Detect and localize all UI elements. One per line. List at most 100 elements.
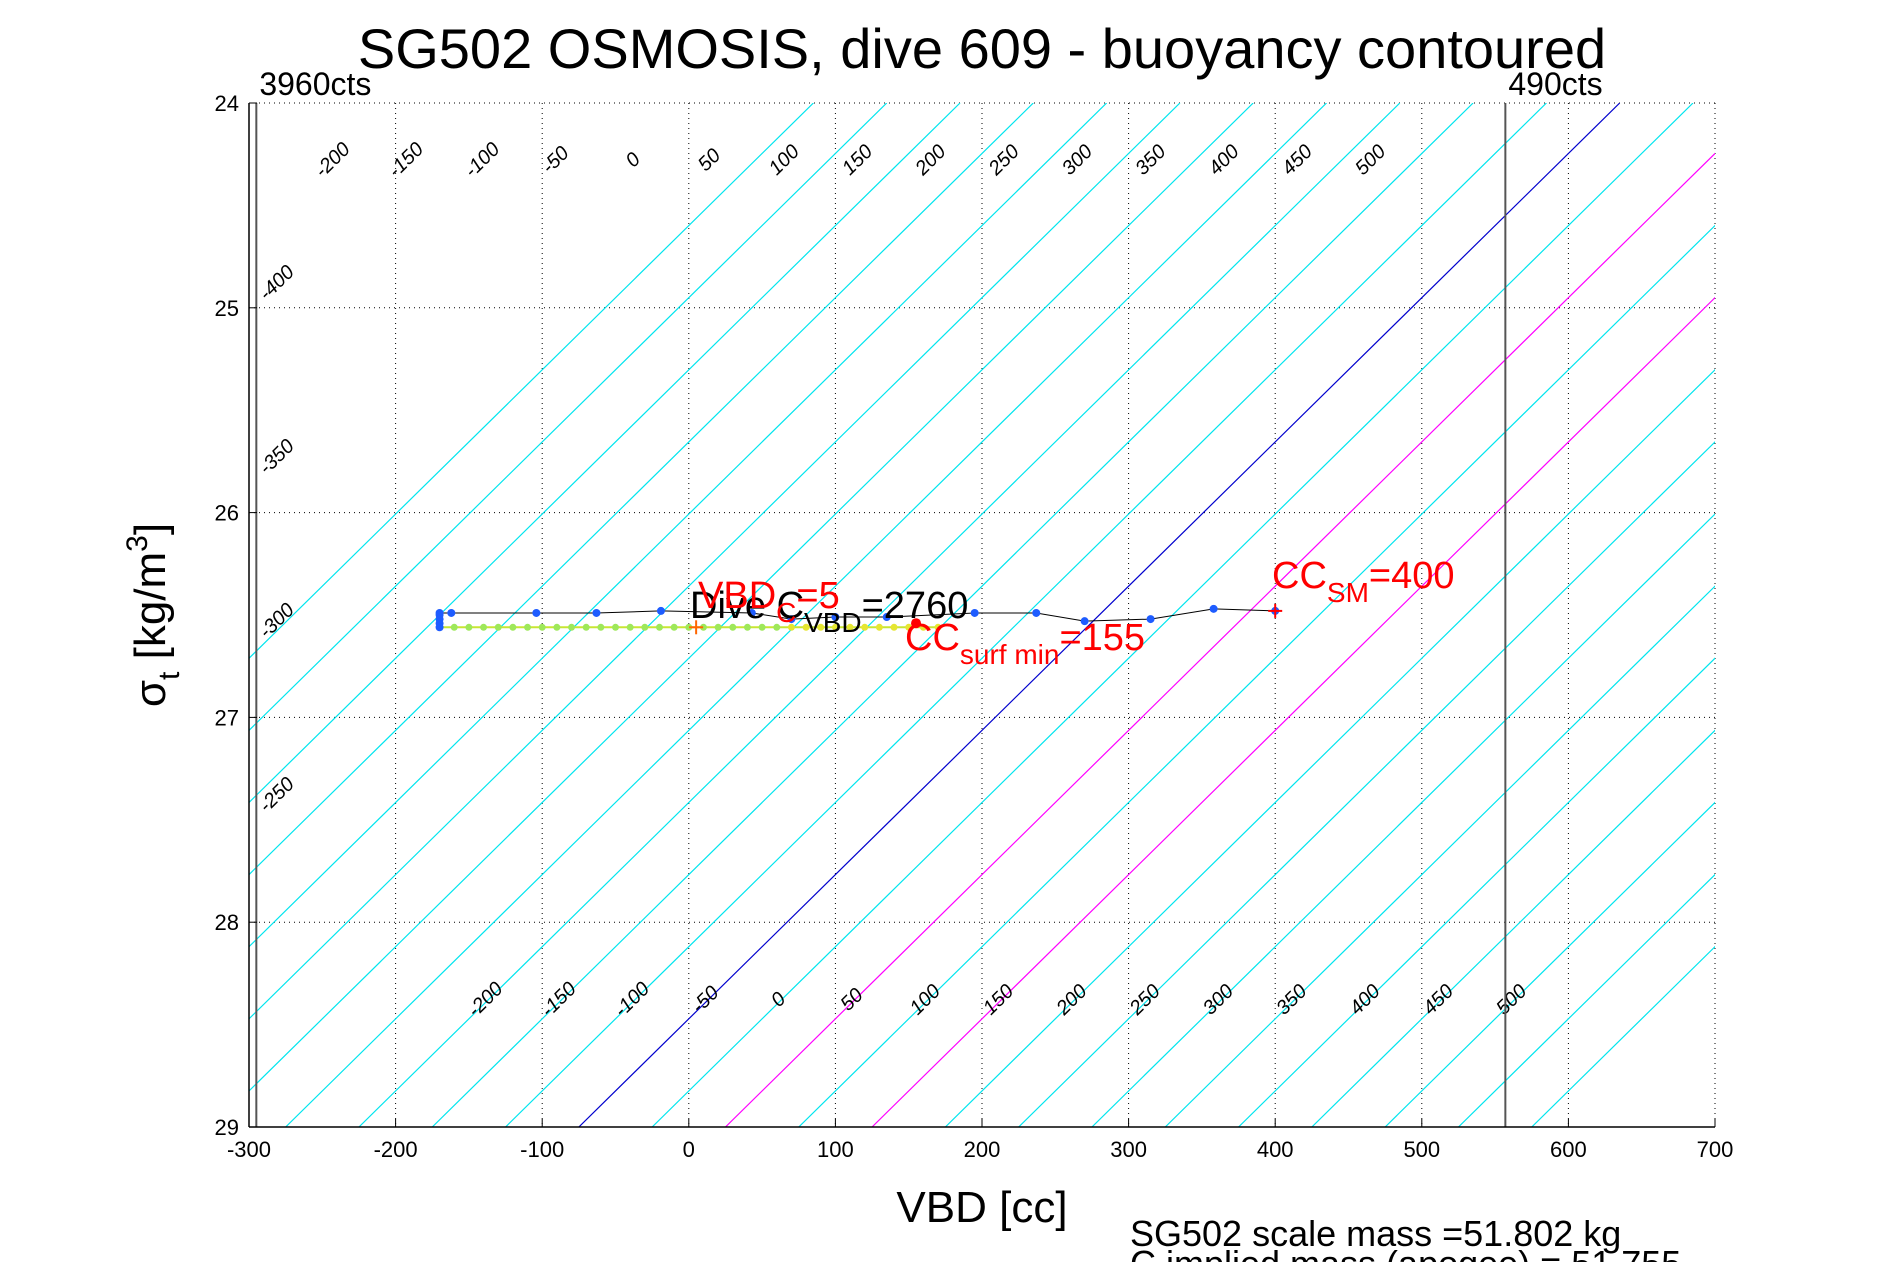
cc-surf-min-label-value: =155 [1059, 617, 1145, 659]
dive-c-vbd-label-value: =2760 [862, 585, 969, 627]
contour-line [651, 103, 1694, 1127]
contour-label: 0 [767, 988, 790, 1011]
climb-point [787, 623, 795, 631]
contour-label: 200 [1052, 980, 1092, 1020]
climb-point [817, 623, 825, 631]
contour-line [1091, 513, 1715, 1127]
dive-data [435, 603, 1283, 635]
contour-line [1311, 729, 1715, 1127]
contour-label: 300 [1058, 141, 1097, 180]
y-tick-label: 24 [215, 91, 239, 116]
cc-sm-label-sub: SM [1327, 577, 1369, 608]
climb-point [919, 623, 927, 631]
contour-label: 250 [1125, 980, 1165, 1020]
ylabel-end: ] [126, 523, 175, 535]
climb-point [729, 623, 737, 631]
x-tick-label: 300 [1110, 1137, 1147, 1162]
contour-label: -250 [255, 773, 299, 817]
footer-line-1: SG502 scale mass =51.802 kg [1130, 1213, 1621, 1254]
ylabel-rest: [kg/m [126, 552, 175, 672]
climb-point [758, 623, 766, 631]
vbd-c-label: VBDC=5 [698, 575, 840, 628]
x-tick-label: 500 [1403, 1137, 1440, 1162]
contour-label: -50 [687, 982, 723, 1018]
count-marker-label: 3960cts [259, 66, 371, 102]
contour-line [249, 103, 1254, 1092]
contour-label: 300 [1199, 980, 1238, 1019]
climb-point [494, 623, 502, 631]
dive-c-vbd-label-main: Dive C [690, 585, 804, 627]
contour-label: -150 [384, 138, 428, 182]
cc-sm-label-main: CC [1272, 555, 1327, 597]
ylabel-sub: t [153, 671, 186, 680]
contour-line [944, 368, 1715, 1127]
cc-surf-min-label-sub: surf min [960, 639, 1060, 670]
climb-point [509, 623, 517, 631]
contour-line [358, 103, 1401, 1127]
contour-label: 400 [1345, 980, 1384, 1019]
vbd-c-label-value: =5 [796, 575, 839, 617]
footer-text: SG502 scale mass =51.802 kg C implied ma… [1130, 1213, 1681, 1262]
contour-label: 100 [765, 141, 804, 180]
y-tick-label: 25 [215, 296, 239, 321]
contour-label: -350 [255, 435, 299, 479]
contour-line [578, 103, 1621, 1127]
contour-label: 500 [1492, 980, 1531, 1019]
contour-line [798, 224, 1715, 1127]
climb-point [655, 623, 663, 631]
x-tick-label: 700 [1697, 1137, 1734, 1162]
y-tick-label: 29 [215, 1115, 239, 1140]
svg-text:σt [kg/m3]: σt [kg/m3] [121, 523, 186, 707]
contour-line [1164, 585, 1715, 1127]
dive-point [592, 608, 601, 617]
contour-label: 350 [1131, 141, 1170, 180]
ylabel-main: σ [126, 680, 175, 707]
footer-line-2: C implied mass (apogee) = 51.755 [1130, 1243, 1681, 1262]
contour-line [1531, 945, 1715, 1127]
contour-label: 450 [1278, 141, 1317, 180]
x-tick-label: -200 [374, 1137, 418, 1162]
dive-point [656, 606, 665, 615]
climb-point [846, 623, 854, 631]
climb-point [597, 623, 605, 631]
buoyancy-contours [249, 103, 1715, 1127]
dive-c-vbd-label-sub: VBD [804, 607, 862, 638]
climb-point [714, 623, 722, 631]
contour-line [1384, 801, 1715, 1127]
contour-label: -50 [538, 142, 574, 178]
climb-point [934, 623, 942, 631]
x-tick-label: -300 [227, 1137, 271, 1162]
x-tick-label: 0 [683, 1137, 695, 1162]
count-marker-label: 490cts [1508, 66, 1602, 102]
x-tick-label: 200 [964, 1137, 1001, 1162]
dive-point [747, 608, 756, 617]
contour-label: 100 [906, 980, 945, 1019]
contour-label: -200 [464, 978, 508, 1022]
contour-label: 450 [1419, 980, 1458, 1019]
climb-point [641, 623, 649, 631]
contour-label: -200 [311, 138, 355, 182]
x-axis-label: VBD [cc] [896, 1183, 1067, 1232]
contour-label: 500 [1351, 141, 1390, 180]
axes: -300 -200 -100 0 100 200 300 400 500 600 700242526… [215, 91, 1734, 1162]
contour-label: 50 [836, 984, 867, 1015]
climb-point [524, 623, 532, 631]
cc-surf-min-label: CCsurf min=155 [905, 617, 1145, 670]
cc-surf-min-label-main: CC [905, 617, 960, 659]
dive-point [435, 608, 444, 617]
contour-line [1018, 441, 1715, 1127]
count-markers: 3960cts 490cts [255, 66, 1603, 1127]
x-tick-label: 600 [1550, 1137, 1587, 1162]
cc-sm-label-value: =400 [1369, 555, 1455, 597]
y-tick-label: 28 [215, 910, 239, 935]
cc-surf-min-marker [911, 618, 922, 629]
contour-label: 0 [622, 148, 645, 171]
vbd-c-label-main: VBD [698, 575, 776, 617]
contour-label: -150 [537, 978, 581, 1022]
contour-label: -300 [255, 599, 299, 643]
contour-label: 150 [979, 980, 1018, 1019]
dive-point [831, 613, 840, 622]
contour-line [431, 103, 1474, 1127]
